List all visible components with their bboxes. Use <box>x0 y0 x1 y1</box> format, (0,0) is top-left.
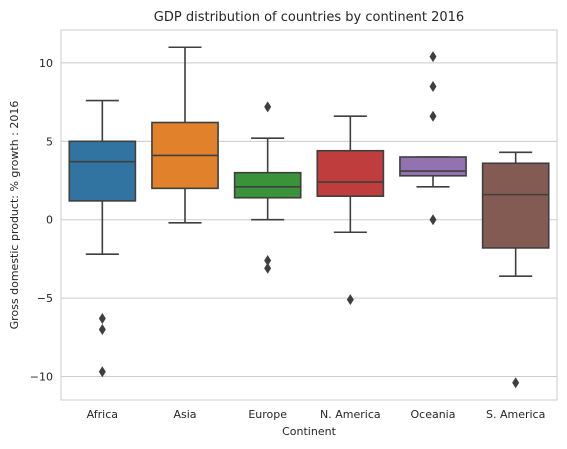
box-group <box>151 46 219 224</box>
x-tick-label: Europe <box>248 408 287 421</box>
x-tick-label: N. America <box>320 408 381 421</box>
y-tick-label: −10 <box>30 370 53 383</box>
y-tick-label: −5 <box>37 292 53 305</box>
boxes-layer <box>68 46 550 389</box>
plot-area <box>60 29 558 401</box>
box-group <box>68 99 137 378</box>
box-group <box>233 101 302 274</box>
outlier-point <box>429 80 437 92</box>
y-tick-label: 10 <box>39 57 53 70</box>
outlier-point <box>264 262 272 274</box>
box-group <box>481 151 550 389</box>
box-group <box>316 115 385 306</box>
y-tick-label: 0 <box>46 214 53 227</box>
outlier-point <box>98 323 106 335</box>
x-axis-ticks: Africa Asia Europe N. America Oceania S. Amer… <box>87 408 546 421</box>
x-tick-label: Oceania <box>411 408 456 421</box>
grid-lines <box>61 62 557 377</box>
outlier-point <box>264 101 272 113</box>
y-tick-label: 5 <box>46 135 53 148</box>
x-axis-title: Continent <box>282 425 336 438</box>
outlier-point <box>346 294 354 306</box>
outlier-point <box>98 366 106 378</box>
y-axis-ticks: −10 −5 0 5 10 <box>30 57 53 384</box>
box <box>316 149 385 197</box>
box <box>399 156 467 177</box>
outlier-point <box>264 254 272 266</box>
chart-title: GDP distribution of countries by contine… <box>154 10 464 25</box>
outlier-point <box>512 377 520 389</box>
x-tick-label: Africa <box>87 408 118 421</box>
x-tick-label: S. America <box>486 408 545 421</box>
y-axis-title: Gross domestic product: % growth : 2016 <box>8 101 21 330</box>
box <box>233 171 302 199</box>
outlier-point <box>429 214 437 226</box>
box <box>68 140 137 202</box>
outlier-point <box>98 312 106 324</box>
box-group <box>399 51 467 226</box>
box <box>481 162 550 249</box>
x-tick-label: Asia <box>173 408 196 421</box>
outlier-point <box>429 51 437 63</box>
outlier-point <box>429 110 437 122</box>
